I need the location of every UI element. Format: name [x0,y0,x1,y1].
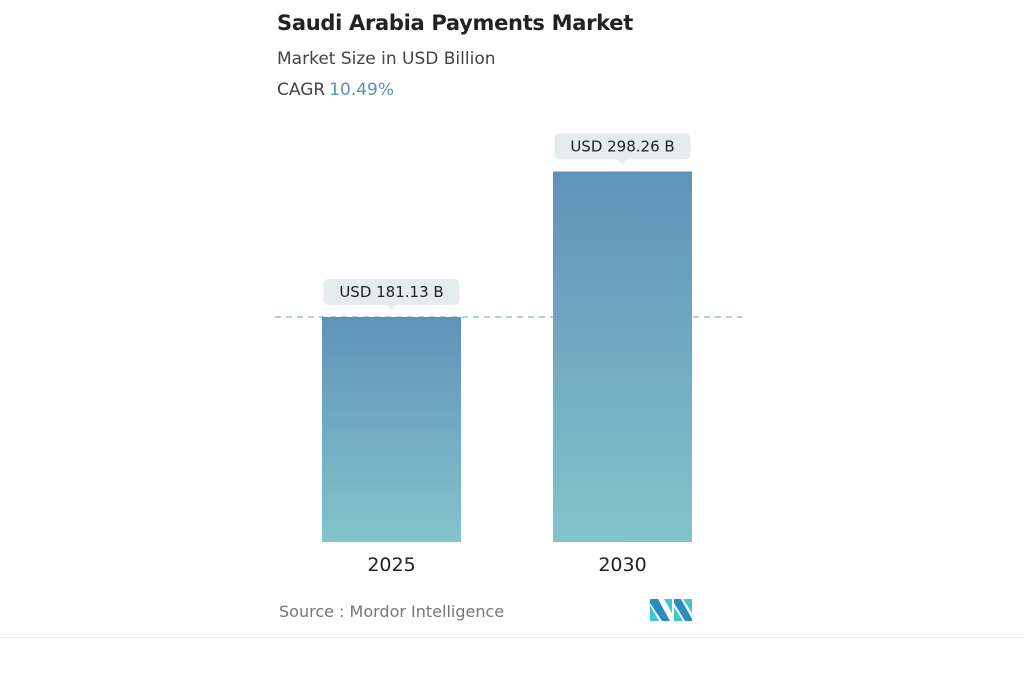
cagr-value: 10.49% [329,80,395,100]
mordor-intelligence-logo [650,599,692,621]
data-label-box [554,133,691,160]
cagr: CAGR 10.49% [277,80,394,100]
footer-divider [0,637,1024,638]
data-label-box [323,279,460,305]
bar-2030 [553,171,692,542]
chart-title: Saudi Arabia Payments Market [277,11,633,35]
data-label-pointer [617,159,628,165]
bar-chart: USD 181.13 B 2025 USD 298.26 B 2030 [275,133,742,576]
source-text: Source : Mordor Intelligence [279,602,505,621]
data-label: USD 181.13 B [339,283,443,301]
bar-2025 [322,317,461,542]
data-label: USD 298.26 B [570,138,674,156]
cagr-label: CAGR [277,80,326,100]
data-label-pointer [386,305,397,310]
x-tick-label: 2025 [367,554,415,576]
x-tick-label: 2030 [598,554,646,576]
chart-subtitle: Market Size in USD Billion [277,49,496,69]
